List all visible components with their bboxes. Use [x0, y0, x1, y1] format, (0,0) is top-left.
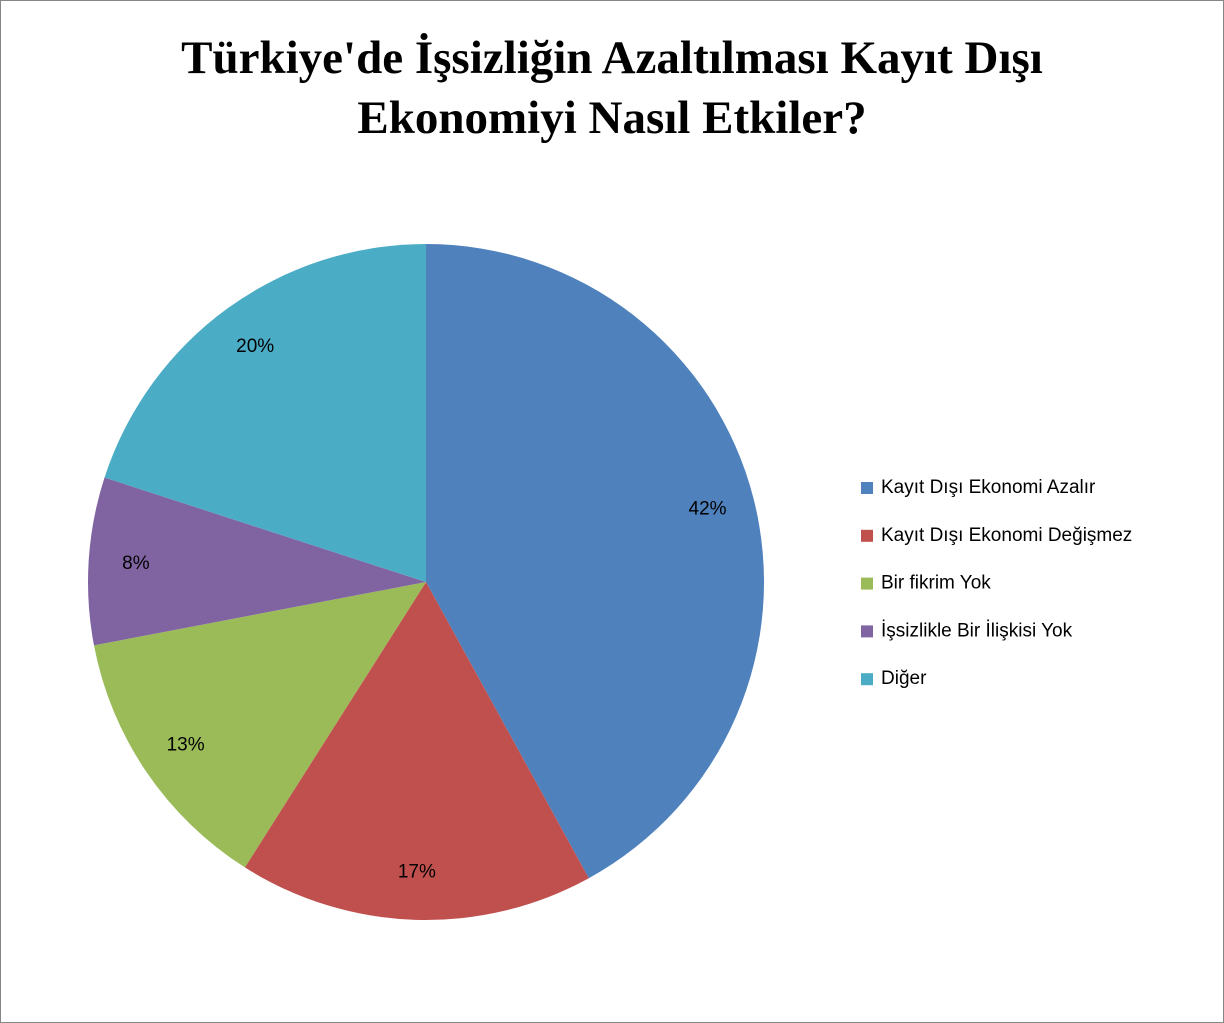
pie-slice: [93, 582, 426, 868]
pie-slice: [87, 477, 426, 646]
legend-label: Diğer: [881, 668, 927, 689]
legend-swatch: [861, 529, 873, 542]
pie-slice: [244, 582, 589, 921]
data-label: 42%: [689, 499, 727, 520]
legend-label: Kayıt Dışı Ekonomi Azalır: [881, 477, 1096, 498]
data-label: 8%: [122, 553, 150, 574]
legend-label: İşsizlikle Bir İlişkisi Yok: [881, 620, 1073, 641]
data-label: 13%: [167, 734, 205, 755]
data-label: 20%: [236, 336, 274, 357]
legend-swatch: [861, 625, 873, 638]
pie-slice: [104, 244, 426, 582]
legend-label: Bir fikrim Yok: [881, 573, 991, 594]
legend-swatch: [861, 673, 873, 686]
legend-swatch: [861, 482, 873, 494]
data-label: 17%: [398, 862, 436, 883]
legend-label: Kayıt Dışı Ekonomi Değişmez: [881, 525, 1132, 546]
legend-swatch: [861, 577, 873, 590]
chart-title: Türkiye'de İşsizliğin Azaltılması Kayıt …: [181, 32, 1043, 144]
pie-slice: [426, 244, 764, 879]
